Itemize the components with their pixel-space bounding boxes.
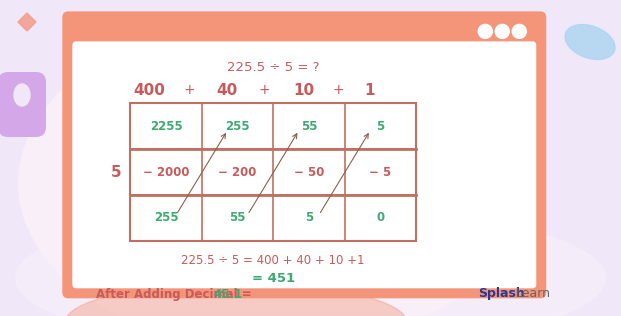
- Ellipse shape: [14, 84, 30, 106]
- Text: +: +: [333, 83, 344, 97]
- Text: 55: 55: [301, 120, 317, 133]
- Text: 255: 255: [154, 211, 178, 224]
- Text: − 2000: − 2000: [143, 166, 189, 179]
- Ellipse shape: [16, 207, 605, 316]
- Text: 5: 5: [111, 165, 122, 179]
- Text: 40: 40: [216, 83, 237, 98]
- Circle shape: [496, 24, 509, 38]
- Ellipse shape: [65, 283, 407, 316]
- Text: 10: 10: [294, 83, 315, 98]
- Text: 0: 0: [376, 211, 384, 224]
- Text: Splash: Splash: [478, 287, 525, 301]
- Text: 5: 5: [376, 120, 384, 133]
- Text: 1: 1: [365, 83, 374, 98]
- Text: 55: 55: [229, 211, 246, 224]
- FancyBboxPatch shape: [0, 72, 46, 137]
- FancyBboxPatch shape: [62, 11, 546, 298]
- Text: 400: 400: [133, 83, 165, 98]
- Circle shape: [512, 24, 526, 38]
- Text: After Adding Decimal =: After Adding Decimal =: [96, 288, 256, 301]
- Bar: [130, 103, 416, 241]
- Text: 45.1: 45.1: [214, 288, 243, 301]
- Ellipse shape: [565, 25, 615, 59]
- Text: − 5: − 5: [369, 166, 391, 179]
- Text: 255: 255: [225, 120, 250, 133]
- Text: = 451: = 451: [252, 272, 295, 285]
- Text: 225.5 ÷ 5 = ?: 225.5 ÷ 5 = ?: [227, 61, 319, 74]
- Circle shape: [478, 24, 492, 38]
- Text: Learn: Learn: [516, 287, 551, 301]
- Text: 2255: 2255: [150, 120, 183, 133]
- Polygon shape: [18, 13, 36, 31]
- Text: 5: 5: [305, 211, 313, 224]
- Text: +: +: [258, 83, 270, 97]
- Text: − 50: − 50: [294, 166, 324, 179]
- Text: − 200: − 200: [219, 166, 256, 179]
- FancyBboxPatch shape: [72, 41, 537, 288]
- Text: +: +: [184, 83, 195, 97]
- Ellipse shape: [19, 17, 528, 316]
- Text: 225.5 ÷ 5 = 400 + 40 + 10 +1: 225.5 ÷ 5 = 400 + 40 + 10 +1: [181, 254, 365, 267]
